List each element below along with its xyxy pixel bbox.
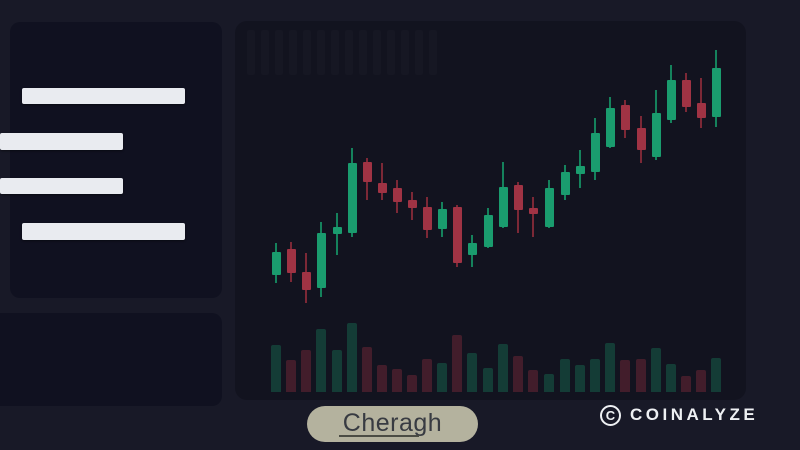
watermark-label: Cheragh <box>342 408 443 437</box>
volume-bar-up <box>437 363 447 392</box>
candle-down <box>636 128 646 150</box>
candle-wick <box>532 197 534 237</box>
volume-bar-down <box>696 370 706 392</box>
candle-up <box>560 172 570 195</box>
volume-bar-up <box>316 329 326 392</box>
volume-bar-up <box>711 358 721 392</box>
volume-bar-up <box>605 343 615 392</box>
candle-down <box>286 249 296 273</box>
candle-up <box>575 166 585 174</box>
candle-down <box>513 185 523 210</box>
candle-down <box>696 103 706 118</box>
skeleton-text-bar <box>22 88 185 104</box>
candle-down <box>422 207 432 230</box>
skeleton-text-bar <box>0 178 123 194</box>
candle-down <box>301 272 311 290</box>
brand-logo: C COINALYZE <box>600 402 758 428</box>
volume-bar-down <box>301 350 311 392</box>
candle-up <box>651 113 661 157</box>
gridline-stripe <box>401 30 409 75</box>
volume-bar-down <box>392 369 402 392</box>
volume-bar-down <box>636 359 646 392</box>
volume-bar-up <box>467 353 477 392</box>
candle-down <box>452 207 462 263</box>
volume-bar-up <box>560 359 570 392</box>
candle-down <box>407 200 417 208</box>
volume-bar-down <box>362 347 372 392</box>
volume-bar-up <box>651 348 661 392</box>
gridline-stripe <box>331 30 339 75</box>
sidebar-panel-bottom <box>0 313 222 406</box>
candle-up <box>544 188 554 227</box>
gridline-stripe <box>373 30 381 75</box>
chart-panel <box>235 21 746 400</box>
gridline-stripe <box>261 30 269 75</box>
candle-up <box>347 163 357 233</box>
gridline-stripe <box>289 30 297 75</box>
watermark-pill: Cheragh <box>307 406 478 442</box>
volume-bar-up <box>271 345 281 392</box>
candle-up <box>711 68 721 117</box>
candle-up <box>271 252 281 275</box>
candle-up <box>332 227 342 234</box>
volume-bar-down <box>681 376 691 392</box>
gridline-stripe <box>303 30 311 75</box>
candle-up <box>590 133 600 172</box>
gridline-stripe <box>359 30 367 75</box>
brand-name-label: COINALYZE <box>630 405 759 424</box>
volume-bar-up <box>666 364 676 392</box>
candle-down <box>362 162 372 182</box>
volume-bar-up <box>590 359 600 392</box>
volume-bar-down <box>620 360 630 392</box>
candle-up <box>498 187 508 227</box>
volume-bar-up <box>544 374 554 392</box>
gridline-stripe <box>415 30 423 75</box>
gridline-stripe <box>247 30 255 75</box>
volume-bar-down <box>452 335 462 392</box>
volume-bar-down <box>528 370 538 392</box>
volume-bar-up <box>347 323 357 392</box>
volume-bar-down <box>286 360 296 392</box>
volume-bar-up <box>498 344 508 392</box>
candle-up <box>437 209 447 229</box>
volume-bar-down <box>513 356 523 392</box>
volume-bar-down <box>407 375 417 392</box>
gridline-stripe <box>345 30 353 75</box>
candle-up <box>483 215 493 247</box>
candle-down <box>377 183 387 193</box>
gridline-stripe <box>275 30 283 75</box>
copyright-c-icon: C <box>600 404 621 426</box>
volume-bar-down <box>377 365 387 392</box>
skeleton-text-bar <box>0 133 123 150</box>
candle-down <box>681 80 691 107</box>
candle-wick <box>336 213 338 255</box>
gridline-stripe <box>317 30 325 75</box>
candle-up <box>666 80 676 120</box>
candle-down <box>620 105 630 130</box>
candle-down <box>528 208 538 214</box>
gridline-stripe <box>429 30 437 75</box>
candle-up <box>467 243 477 255</box>
volume-bar-up <box>332 350 342 392</box>
candle-up <box>605 108 615 147</box>
sidebar-panel-top <box>10 22 222 298</box>
watermark-underline <box>339 435 419 437</box>
candle-up <box>316 233 326 288</box>
volume-bar-up <box>483 368 493 392</box>
candle-down <box>392 188 402 202</box>
candle-wick <box>381 163 383 200</box>
gridline-stripe <box>387 30 395 75</box>
volume-bar-up <box>575 365 585 392</box>
volume-bar-down <box>422 359 432 392</box>
skeleton-text-bar <box>22 223 185 240</box>
